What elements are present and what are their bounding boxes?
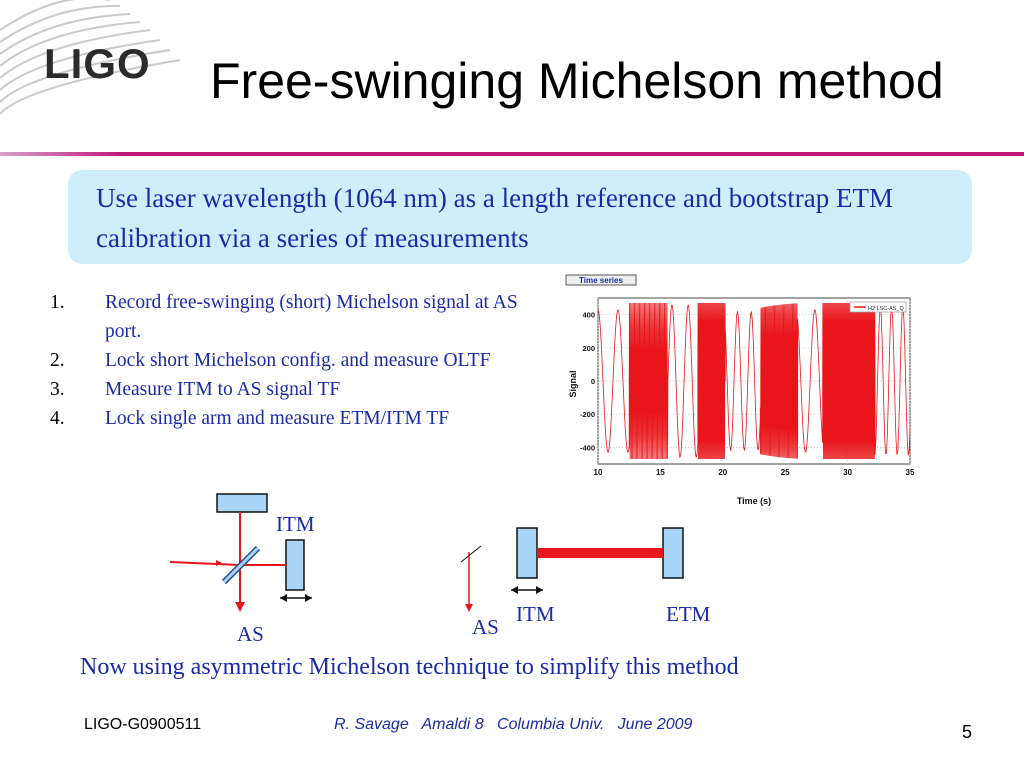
slide-title: Free-swinging Michelson method [210, 53, 944, 109]
pickoff [460, 545, 482, 563]
step-number: 3. [50, 379, 65, 400]
y-tick-label: 400 [582, 311, 595, 320]
itm-label-right: ITM [516, 602, 555, 626]
y-tick-label: 0 [591, 377, 595, 386]
step-text: Measure ITM to AS signal TF [105, 379, 341, 400]
y-axis-label: Signal [568, 370, 578, 397]
footer-doc-id: LIGO-G0900511 [84, 716, 202, 733]
single-arm-diagram [460, 527, 684, 612]
as-arrow-icon [465, 604, 473, 612]
list-item: 1. Record free-swinging (short) Michelson… [50, 288, 530, 346]
list-item: 4. Lock single arm and measure ETM/ITM TF [50, 404, 530, 433]
motion-arrow-right-icon [305, 594, 312, 602]
step-text: Record free-swinging (short) Michelson s… [105, 292, 518, 342]
callout-text: Use laser wavelength (1064 nm) as a leng… [96, 183, 893, 253]
arm-beam [537, 548, 663, 558]
x-tick-label: 15 [656, 468, 665, 477]
etm-mirror [662, 527, 684, 579]
x-tick-label: 10 [594, 468, 603, 477]
footer-credit: R. Savage Amaldi 8 Columbia Univ. June 2… [334, 716, 693, 733]
step-text: Lock short Michelson config. and measure… [105, 350, 491, 371]
y-tick-label: 200 [582, 344, 595, 353]
list-item: 3. Measure ITM to AS signal TF [50, 375, 530, 404]
etm-label-right: ETM [666, 602, 711, 626]
itm-mirror [516, 527, 538, 579]
itm-mirror [285, 539, 305, 591]
as-label-right: AS [472, 615, 499, 639]
step-number: 2. [50, 350, 65, 371]
itm-label-left: ITM [276, 512, 315, 536]
input-beam [169, 561, 241, 566]
tick-layer: 10 15 20 25 30 35 400 200 0 -200 -400 [580, 311, 915, 477]
top-mirror [216, 493, 268, 513]
x-tick-label: 20 [718, 468, 727, 477]
list-item: 2. Lock short Michelson config. and measu… [50, 346, 530, 375]
short-michelson-diagram [169, 493, 312, 612]
step-text: Lock single arm and measure ETM/ITM TF [105, 408, 450, 429]
step-number: 4. [50, 408, 65, 429]
step-number: 1. [50, 292, 65, 313]
x-tick-label: 25 [781, 468, 790, 477]
ligo-logo-text: LIGO [44, 40, 151, 87]
x-tick-label: 35 [906, 468, 915, 477]
as-label-left: AS [237, 622, 264, 646]
as-arrow-icon [235, 602, 245, 612]
legend-box [849, 301, 907, 313]
title-divider [0, 152, 1024, 156]
x-tick-label: 30 [843, 468, 852, 477]
chart-title: Time series [579, 276, 623, 285]
input-beam-arrow-icon [216, 560, 222, 566]
method-note: Now using asymmetric Michelson technique… [80, 654, 739, 680]
callout-box [68, 170, 972, 264]
motion-arrow-left-icon [511, 586, 518, 594]
chart-svg: Time series 10 15 20 25 30 354002000-200-400 … [565, 274, 915, 506]
y-tick-label: -200 [580, 410, 595, 419]
time-series-chart: Time series 10 15 20 25 30 35 400 200 0 -200 -400 … [560, 272, 940, 517]
x-axis-label: Time (s) [737, 496, 771, 506]
ligo-logo-swirl [0, 0, 181, 115]
chart-title-box [565, 274, 637, 286]
motion-arrow-left-icon [280, 594, 287, 602]
beamsplitter-inner [222, 546, 260, 584]
y-tick-label: -400 [580, 443, 595, 452]
page-number: 5 [962, 722, 973, 742]
legend-label: H2:LSC-AS_Q [868, 306, 904, 312]
motion-arrow-right-icon [536, 586, 543, 594]
steps-list: 1. Record free-swinging (short) Michelson… [50, 288, 530, 433]
